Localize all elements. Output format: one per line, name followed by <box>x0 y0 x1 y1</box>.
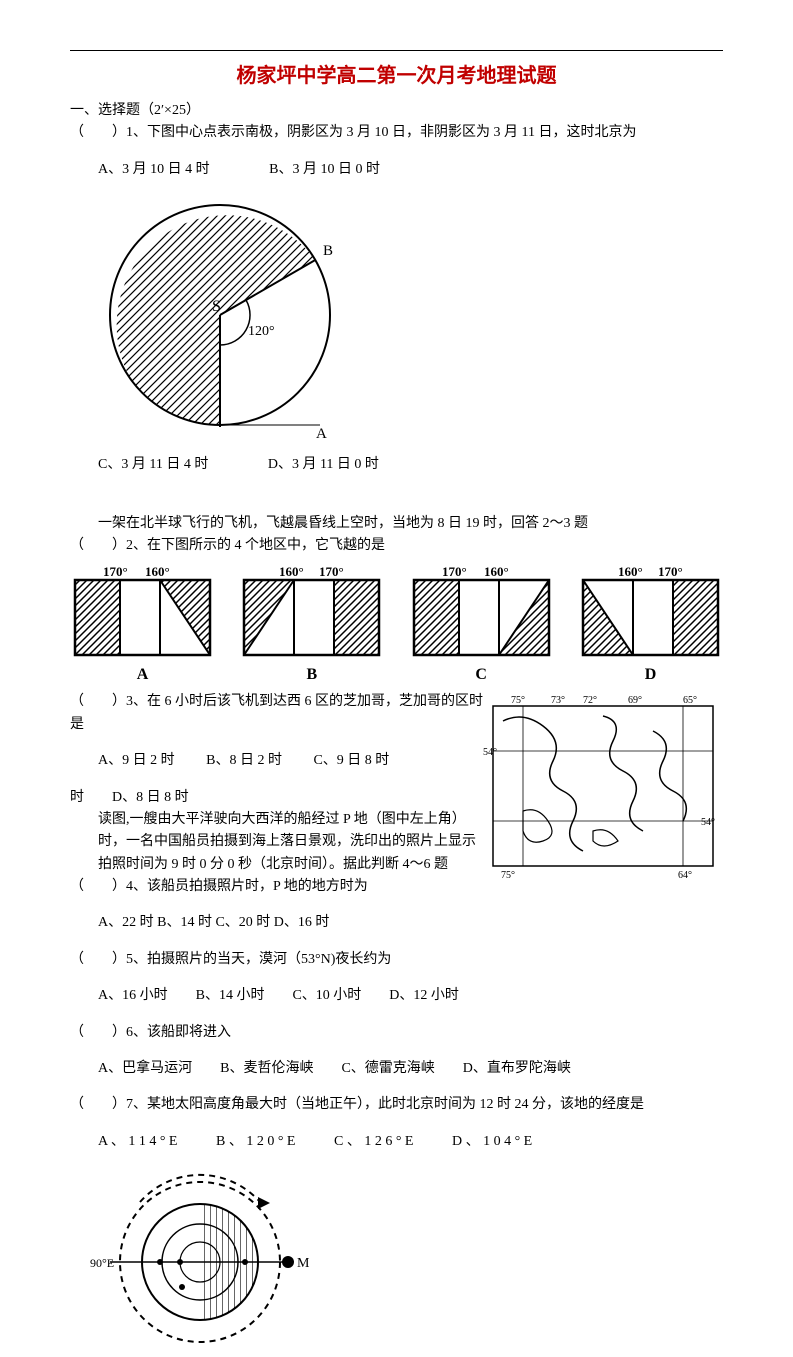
section-heading: 一、选择题（2′×25） <box>70 100 723 122</box>
fig7-m-label: M <box>297 1256 310 1271</box>
fig1-angle-label: 120° <box>248 324 275 339</box>
map-lon-75b: 75° <box>501 870 515 881</box>
intro-4-6: 读图,一艘由大平洋驶向大西洋的船经过 P 地（图中左上角）时，一名中国船员拍摄到… <box>70 809 483 876</box>
fig2-panel-d: 160° 170° D <box>578 562 723 688</box>
q1-opt-b: B、3 月 10 日 0 时 <box>269 162 380 177</box>
q3-stem: （ ）3、在 6 小时后该飞机到达西 6 区的芝加哥，芝加哥的区时是 <box>70 691 483 736</box>
fig2-row: 170° 160° A 160° 170° B 170° 160 <box>70 562 723 688</box>
fig1-center-label: S <box>212 298 221 315</box>
map-lon-75: 75° <box>511 695 525 706</box>
fig1-point-b: B <box>323 243 333 259</box>
fig2-svg-b: 160° 170° <box>239 562 384 662</box>
q3-opt-c: C、9 日 8 时 <box>313 753 389 768</box>
q3-opt-d: D、8 日 8 时 <box>112 790 189 805</box>
map-lat-54b: 54° <box>701 817 715 828</box>
fig1-point-a: A <box>316 426 327 440</box>
fig2-d-lon1: 160° <box>618 564 643 579</box>
map-lon-69: 69° <box>628 695 642 706</box>
fig1-container: S 120° B A <box>70 195 723 440</box>
fig-map-svg: 75° 73° 72° 69° 65° 64° 75° 54° 54° <box>483 691 723 881</box>
fig1-svg: S 120° B A <box>70 195 390 440</box>
fig2-c-lon1: 170° <box>442 564 467 579</box>
fig2-svg-d: 160° 170° <box>578 562 723 662</box>
fig2-panel-c: 170° 160° C <box>409 562 554 688</box>
q7-opts: A 、 1 1 4 ° E B 、 1 2 0 ° E C 、 1 2 6 ° … <box>70 1131 723 1153</box>
page-rule <box>70 50 723 51</box>
fig2-panel-b: 160° 170° B <box>239 562 384 688</box>
q3-6-text: （ ）3、在 6 小时后该飞机到达西 6 区的芝加哥，芝加哥的区时是 A、9 日… <box>70 691 483 1021</box>
q5-opts: A、16 小时 B、14 小时 C、10 小时 D、12 小时 <box>70 985 483 1007</box>
q5-stem: （ ）5、拍摄照片的当天，漠河（53°N)夜长约为 <box>70 949 483 971</box>
fig2-label-a: A <box>70 662 215 688</box>
q1-opts-cd: C、3 月 11 日 4 时 D、3 月 11 日 0 时 <box>70 454 723 476</box>
q1-stem: （ ）1、下图中心点表示南极，阴影区为 3 月 10 日，非阴影区为 3 月 1… <box>70 122 723 144</box>
q4-stem: （ ）4、该船员拍摄照片时，P 地的地方时为 <box>70 876 483 898</box>
q3-opts: A、9 日 2 时 B、8 日 2 时 C、9 日 8 时 <box>70 750 483 772</box>
fig2-c-lon2: 160° <box>484 564 509 579</box>
q6-stem: （ ）6、该船即将进入 <box>70 1022 723 1044</box>
fig2-svg-a: 170° 160° <box>70 562 215 662</box>
exam-title: 杨家坪中学高二第一次月考地理试题 <box>70 60 723 92</box>
q1-opt-c: C、3 月 11 日 4 时 <box>98 457 208 472</box>
fig2-label-b: B <box>239 662 384 688</box>
q4-opts: A、22 时 B、14 时 C、20 时 D、16 时 <box>70 912 483 934</box>
fig7-svg: M 90°E <box>90 1167 330 1357</box>
intro-2-3: 一架在北半球飞行的飞机，飞越晨昏线上空时，当地为 8 日 19 时，回答 2～3… <box>70 513 723 535</box>
q7-stem: （ ）7、某地太阳高度角最大时（当地正午），此时北京时间为 12 时 24 分，… <box>70 1094 723 1116</box>
q3-opts-line2: 时 D、8 日 8 时 <box>70 787 483 809</box>
q1-opts-ab: A、3 月 10 日 4 时 B、3 月 10 日 0 时 <box>70 159 723 181</box>
q3-opt-a: A、9 日 2 时 <box>98 753 175 768</box>
fig2-panel-a: 170° 160° A <box>70 562 215 688</box>
map-lon-65: 65° <box>683 695 697 706</box>
fig2-d-lon2: 170° <box>658 564 683 579</box>
fig2-svg-c: 170° 160° <box>409 562 554 662</box>
fig2-label-c: C <box>409 662 554 688</box>
q3-opt-b: B、8 日 2 时 <box>206 753 282 768</box>
fig2-b-lon1: 160° <box>279 564 304 579</box>
map-lon-64: 64° <box>678 870 692 881</box>
map-lat-54a: 54° <box>483 747 497 758</box>
q2-stem: （ ）2、在下图所示的 4 个地区中，它飞越的是 <box>70 535 723 557</box>
fig-map-container: 75° 73° 72° 69° 65° 64° 75° 54° 54° <box>483 691 723 881</box>
q1-opt-d: D、3 月 11 日 0 时 <box>268 457 379 472</box>
fig2-a-lon2: 160° <box>145 564 170 579</box>
q3-6-block: （ ）3、在 6 小时后该飞机到达西 6 区的芝加哥，芝加哥的区时是 A、9 日… <box>70 691 723 1021</box>
fig2-a-lon1: 170° <box>103 564 128 579</box>
q1-opt-a: A、3 月 10 日 4 时 <box>98 162 210 177</box>
map-lon-73: 73° <box>551 695 565 706</box>
fig7-90e-label: 90°E <box>90 1256 114 1270</box>
q6-opts: A、巴拿马运河 B、麦哲伦海峡 C、德雷克海峡 D、直布罗陀海峡 <box>70 1058 723 1080</box>
map-lon-72: 72° <box>583 695 597 706</box>
fig7-container: M 90°E <box>90 1167 723 1357</box>
fig2-b-lon2: 170° <box>319 564 344 579</box>
fig2-label-d: D <box>578 662 723 688</box>
